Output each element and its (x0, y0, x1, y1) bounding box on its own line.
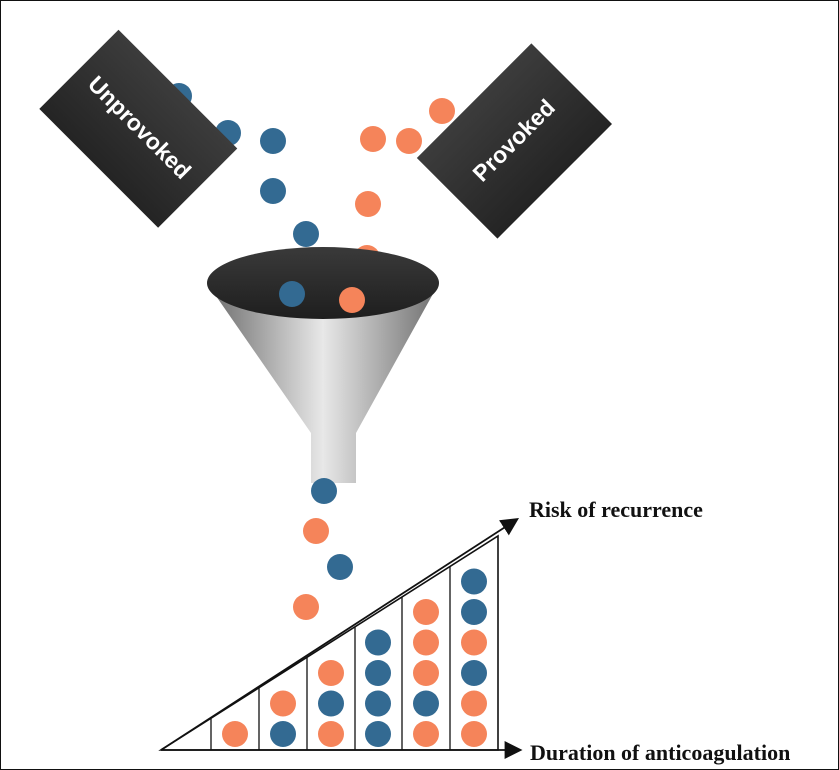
grid-ball (461, 599, 487, 625)
funnel-ball (279, 281, 305, 307)
output-ball (311, 478, 337, 504)
grid-ball (270, 690, 296, 717)
grid-ball (318, 721, 344, 747)
grid-ball (413, 721, 439, 747)
grid-ball (270, 721, 296, 747)
falling-ball (360, 126, 386, 152)
grid-ball (365, 660, 391, 686)
output-ball (303, 518, 329, 544)
falling-ball (355, 191, 381, 217)
grid-ball (461, 660, 487, 686)
grid-ball (413, 660, 439, 686)
falling-ball (429, 98, 455, 124)
falling-balls (166, 83, 455, 271)
output-balls (293, 478, 353, 620)
falling-ball (396, 128, 422, 154)
unprovoked-box: Unprovoked (39, 29, 238, 228)
falling-ball (260, 128, 286, 154)
grid-ball (318, 660, 344, 686)
grid-ball (365, 721, 391, 747)
grid-balls (222, 568, 487, 747)
duration-axis-label: Duration of anticoagulation (530, 740, 790, 765)
grid-ball (365, 690, 391, 717)
funnel (207, 247, 439, 483)
output-ball (293, 594, 319, 620)
grid-ball (461, 721, 487, 747)
grid-ball (461, 690, 487, 717)
risk-triangle (158, 518, 523, 759)
funnel-ball (339, 287, 365, 313)
risk-arrow (160, 518, 520, 751)
grid-ball (318, 690, 344, 717)
output-ball (327, 554, 353, 580)
funnel-balls (279, 281, 365, 313)
grid-ball (365, 629, 391, 656)
grid-ball (222, 721, 248, 747)
grid-ball (413, 599, 439, 625)
column-dividers (210, 566, 451, 750)
grid-ball (461, 629, 487, 656)
funnel-rim (207, 247, 439, 319)
provoked-box: Provoked (416, 43, 612, 239)
grid-ball (413, 690, 439, 717)
falling-ball (260, 178, 286, 204)
falling-ball (293, 221, 319, 247)
risk-axis-label: Risk of recurrence (529, 497, 703, 522)
grid-ball (461, 568, 487, 595)
grid-ball (413, 629, 439, 656)
